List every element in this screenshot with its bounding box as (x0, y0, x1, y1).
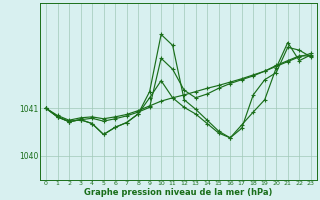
X-axis label: Graphe pression niveau de la mer (hPa): Graphe pression niveau de la mer (hPa) (84, 188, 273, 197)
